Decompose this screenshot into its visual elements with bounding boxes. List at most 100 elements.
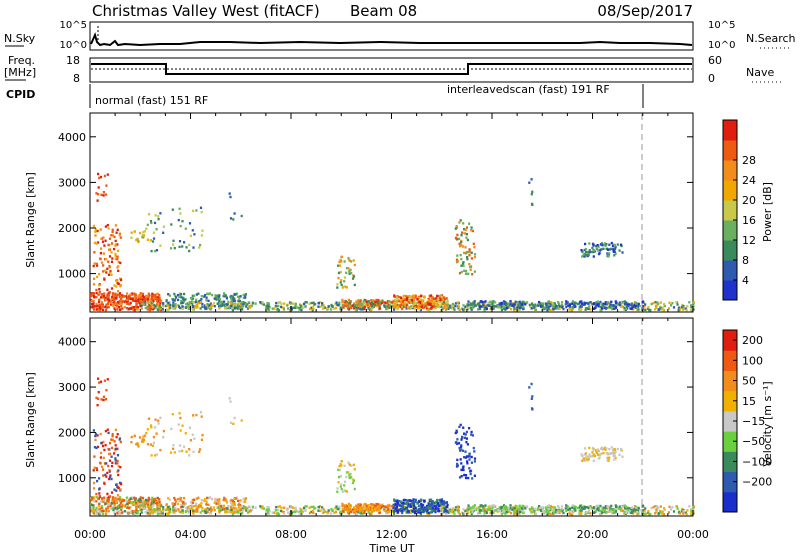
power-data-point [547,306,550,309]
velocity-data-point [442,505,445,508]
power-data-point [449,306,452,309]
power-data-point [483,308,486,312]
velocity-data-point [684,511,687,514]
velocity-data-point [112,508,115,512]
velocity-data-point [114,444,117,447]
velocity-data-point [428,507,431,510]
velocity-data-point [641,504,644,507]
velocity-data-point [92,499,96,502]
velocity-data-point [259,505,262,508]
power-data-point [93,251,96,254]
velocity-data-point [141,499,144,502]
power-data-point [242,296,245,300]
velocity-data-point [464,474,468,477]
power-data-point [377,301,380,304]
velocity-data-point [469,472,472,476]
velocity-data-point [98,510,101,513]
velocity-data-point [137,505,140,508]
power-data-point [419,308,422,312]
power-data-point [224,307,227,310]
power-data-point [219,304,222,307]
velocity-data-point [579,512,582,515]
power-data-point [692,301,696,304]
power-data-point [218,307,221,310]
velocity-data-point [110,507,113,510]
velocity-data-point [114,457,117,460]
velocity-data-point [248,510,251,513]
velocity-data-point [403,505,406,509]
power-data-point [453,308,456,311]
power-data-point [238,300,241,303]
velocity-data-point [109,474,112,477]
power-data-point [195,293,198,296]
velocity-data-point [165,512,168,515]
power-data-point [487,304,491,307]
velocity-data-point [219,505,223,508]
velocity-data-point [203,499,206,502]
power-data-point [473,303,476,306]
power-data-point [119,277,122,280]
velocity-data-point [426,512,429,515]
power-data-point [139,292,142,295]
velocity-data-point [170,427,173,431]
power-data-point [109,300,112,303]
velocity-data-point [547,511,550,515]
velocity-data-point [149,505,152,509]
velocity-data-point [502,510,505,513]
power-plot-area [89,112,694,313]
power-data-point [454,237,457,240]
velocity-data-point [456,458,459,462]
velocity-data-point [224,498,227,501]
velocity-data-point [183,496,186,500]
velocity-data-point [148,417,151,420]
velocity-data-point [143,499,146,503]
power-data-point [195,303,198,306]
power-data-point [644,308,647,312]
velocity-data-point [690,508,693,511]
velocity-data-point [158,510,161,513]
power-data-point [104,225,107,228]
power-data-point [114,243,117,246]
power-data-point [633,301,636,304]
velocity-data-point [443,510,446,513]
power-data-point [132,308,135,311]
velocity-data-point [580,453,583,456]
power-data-point [95,308,99,311]
xaxis-label: Time UT [368,542,414,554]
velocity-data-point [443,500,446,503]
velocity-data-point [338,465,341,468]
power-data-point [120,278,123,282]
velocity-data-point [177,423,180,426]
power-data-point [603,306,606,309]
velocity-data-point [102,398,105,402]
power-data-point [103,244,106,247]
velocity-data-point [409,503,412,506]
power-data-point [431,296,434,299]
xtick-label: 04:00 [175,528,207,541]
power-data-point [168,303,171,307]
power-data-point [690,307,693,310]
power-data-point [463,307,466,311]
power-data-point [102,264,105,267]
velocity-data-point [457,511,460,514]
velocity-data-point [140,511,143,514]
velocity-data-point [118,499,121,503]
velocity-data-point [229,421,233,424]
velocity-data-point [518,504,521,507]
power-data-point [158,304,161,308]
power-data-point [366,303,369,306]
power-data-point [462,308,465,311]
velocity-data-point [116,507,119,510]
power-data-point [532,306,535,310]
power-data-point [352,275,356,278]
power-colorbar-frame [722,119,738,301]
velocity-data-point [156,496,159,500]
velocity-data-point [132,512,135,515]
velocity-data-point [233,416,236,420]
power-data-point [461,262,465,265]
power-data-point [615,304,618,307]
power-data-point [302,302,306,305]
power-data-point [345,286,348,289]
power-data-point [90,294,93,298]
power-data-point [604,244,607,247]
